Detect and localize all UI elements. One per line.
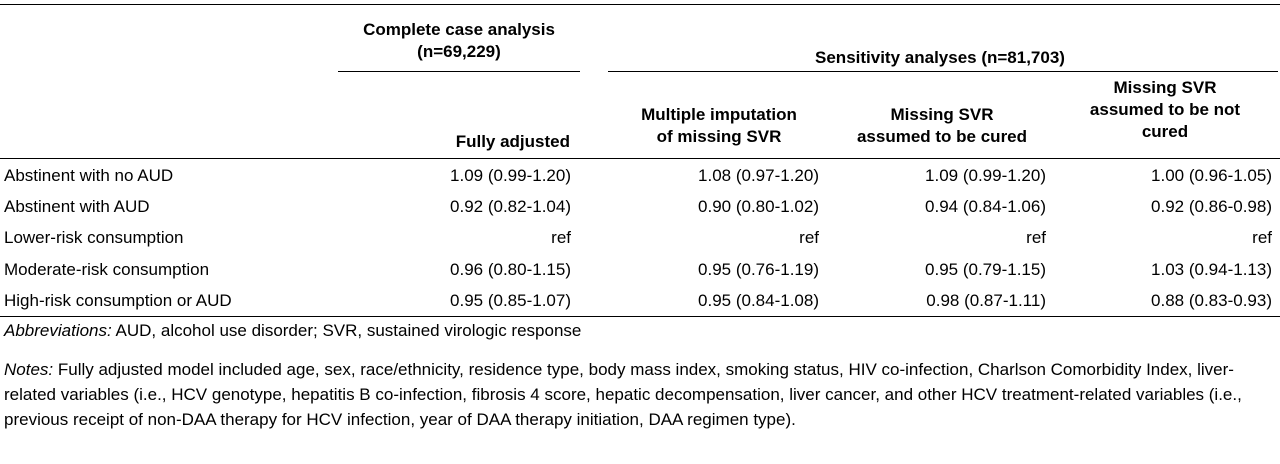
cell-multiple-imputation: ref [799, 228, 819, 248]
notes-paragraph: Notes: Fully adjusted model included age… [4, 357, 1266, 432]
cell-missing-not-cured: ref [1252, 228, 1272, 248]
abbreviations-label: Abbreviations: [4, 321, 112, 340]
row-label: Abstinent with AUD [4, 197, 150, 217]
cell-missing-cured: 0.98 (0.87-1.11) [926, 291, 1046, 311]
cell-fully-adjusted: 0.92 (0.82-1.04) [450, 197, 571, 217]
cell-multiple-imputation: 0.95 (0.76-1.19) [698, 259, 819, 279]
header-multiple-imputation: Multiple imputation of missing SVR [641, 105, 797, 146]
header-fully-adjusted: Fully adjusted [455, 132, 570, 151]
cell-multiple-imputation: 1.08 (0.97-1.20) [698, 165, 819, 185]
abbreviations-text: AUD, alcohol use disorder; SVR, sustaine… [111, 321, 582, 340]
header-missing-not-cured: Missing SVR assumed to be not cured [1089, 78, 1241, 141]
top-rule [0, 4, 1280, 5]
cell-missing-cured: ref [1026, 228, 1046, 248]
notes-text: Fully adjusted model included age, sex, … [4, 360, 1242, 429]
header-complete-case: Complete case analysis (n=69,229) [363, 20, 555, 61]
row-label: Abstinent with no AUD [4, 165, 174, 185]
cell-missing-not-cured: 1.03 (0.94-1.13) [1151, 259, 1272, 279]
row-label: Lower-risk consumption [4, 228, 184, 248]
abbreviations-note: Abbreviations: AUD, alcohol use disorder… [4, 318, 1266, 343]
row-label: High-risk consumption or AUD [4, 291, 232, 311]
cell-fully-adjusted: 1.09 (0.99-1.20) [450, 165, 571, 185]
cell-fully-adjusted: 0.96 (0.80-1.15) [450, 259, 571, 279]
cell-missing-cured: 0.95 (0.79-1.15) [925, 259, 1046, 279]
table-row: Abstinent with no AUD 1.09 (0.99-1.20) 1… [0, 160, 1272, 191]
header-missing-cured: Missing SVR assumed to be cured [856, 105, 1028, 146]
table-row: Abstinent with AUD 0.92 (0.82-1.04) 0.90… [0, 191, 1272, 222]
cell-multiple-imputation: 0.95 (0.84-1.08) [698, 291, 819, 311]
cell-fully-adjusted: 0.95 (0.85-1.07) [450, 291, 571, 311]
cell-missing-not-cured: 0.88 (0.83-0.93) [1151, 291, 1272, 311]
table-bottom-rule [0, 316, 1280, 317]
cell-missing-cured: 1.09 (0.99-1.20) [925, 165, 1046, 185]
table-row: Moderate-risk consumption 0.96 (0.80-1.1… [0, 254, 1272, 285]
cell-missing-not-cured: 1.00 (0.96-1.05) [1151, 165, 1272, 185]
sensitivity-rule [608, 71, 1278, 72]
cell-missing-not-cured: 0.92 (0.86-0.98) [1151, 197, 1272, 217]
cell-fully-adjusted: ref [551, 228, 571, 248]
table-row: Lower-risk consumption ref ref ref ref [0, 223, 1272, 254]
cell-missing-cured: 0.94 (0.84-1.06) [925, 197, 1046, 217]
table-row: High-risk consumption or AUD 0.95 (0.85-… [0, 286, 1272, 317]
header-bottom-rule [0, 158, 1280, 159]
complete-case-rule [338, 71, 580, 72]
notes-label: Notes: [4, 360, 54, 379]
row-label: Moderate-risk consumption [4, 259, 210, 279]
results-table: Abstinent with no AUD 1.09 (0.99-1.20) 1… [0, 160, 1272, 317]
cell-multiple-imputation: 0.90 (0.80-1.02) [698, 197, 819, 217]
header-sensitivity: Sensitivity analyses (n=81,703) [815, 48, 1065, 67]
